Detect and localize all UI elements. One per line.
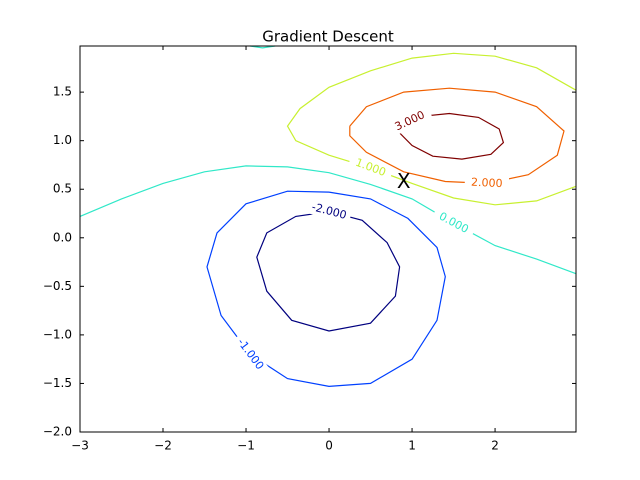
contour-line (399, 112, 505, 160)
y-tick-label: 1.5 (53, 85, 72, 99)
y-tick-label: −1.5 (43, 376, 72, 390)
contour-line (349, 87, 565, 185)
contour-label-gap (430, 206, 477, 240)
x-tick-label: 1 (408, 439, 416, 453)
contour-label-gap (387, 105, 433, 137)
x-tick-label: −1 (237, 439, 255, 453)
contour-line (256, 211, 401, 332)
y-tick-label: −0.5 (43, 279, 72, 293)
contour-label-gap (464, 175, 510, 192)
plot-frame (79, 45, 577, 433)
x-tick-label: −2 (154, 439, 172, 453)
y-tick-label: 1.0 (53, 133, 72, 147)
annotation: X (397, 169, 411, 193)
x-tick-label: −3 (71, 439, 89, 453)
contour-label-gap (305, 199, 353, 224)
x-tick-label: 2 (491, 439, 499, 453)
contour-label-gap (231, 332, 269, 377)
y-tick-label: 0.5 (53, 182, 72, 196)
chart-title: Gradient Descent (262, 28, 394, 46)
contour-label-gap (347, 153, 394, 183)
y-tick-label: 0.0 (53, 230, 72, 244)
contour-line (206, 190, 446, 388)
contour-line (286, 52, 577, 206)
x-tick-label: 0 (325, 439, 333, 453)
y-tick-label: −1.0 (43, 327, 72, 341)
y-tick-label: −2.0 (43, 425, 72, 439)
contour-label: 2.000 (471, 176, 503, 190)
contour-line (79, 45, 577, 275)
contour-label-group: 2.000 (464, 175, 510, 192)
